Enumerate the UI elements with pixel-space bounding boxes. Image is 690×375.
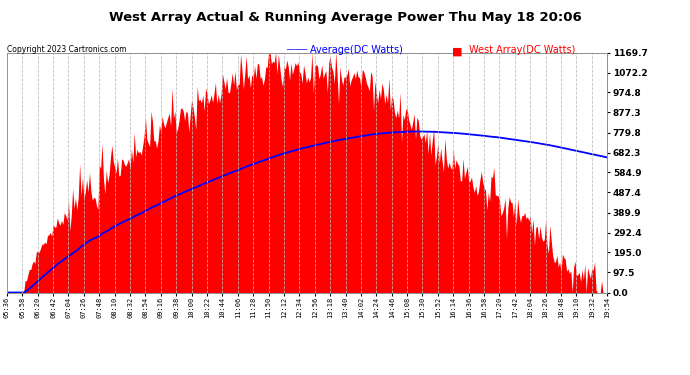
- Text: Average(DC Watts): Average(DC Watts): [310, 45, 404, 55]
- Text: ─────: ─────: [286, 47, 308, 53]
- Text: ■: ■: [452, 47, 462, 57]
- Text: West Array(DC Watts): West Array(DC Watts): [469, 45, 575, 55]
- Text: West Array Actual & Running Average Power Thu May 18 20:06: West Array Actual & Running Average Powe…: [108, 11, 582, 24]
- Text: Copyright 2023 Cartronics.com: Copyright 2023 Cartronics.com: [7, 45, 126, 54]
